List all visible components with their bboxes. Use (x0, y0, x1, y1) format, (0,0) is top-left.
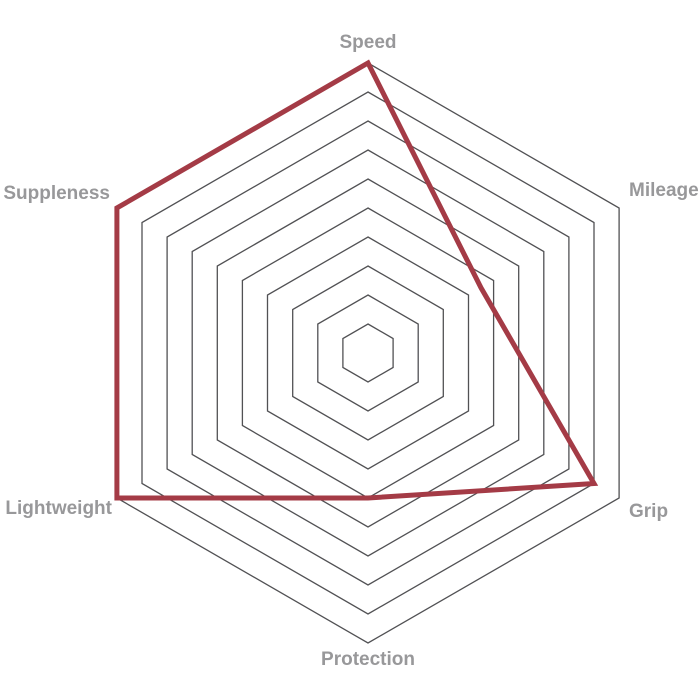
grid-ring (216, 178, 520, 528)
axis-label-mileage: Mileage (629, 180, 699, 201)
grid-ring (317, 294, 419, 412)
data-polygon (114, 59, 599, 501)
grid-ring (191, 149, 545, 557)
grid-ring (292, 265, 444, 441)
axis-label-suppleness: Suppleness (3, 183, 110, 204)
grid-ring (266, 236, 470, 470)
grid-ring (241, 207, 495, 499)
grid-ring (141, 91, 595, 615)
grid-ring (166, 120, 570, 586)
axis-label-lightweight: Lightweight (5, 498, 112, 519)
axis-label-grip: Grip (629, 501, 668, 522)
axis-label-protection: Protection (321, 649, 415, 670)
grid-ring (342, 323, 394, 383)
axis-label-speed: Speed (339, 32, 396, 53)
